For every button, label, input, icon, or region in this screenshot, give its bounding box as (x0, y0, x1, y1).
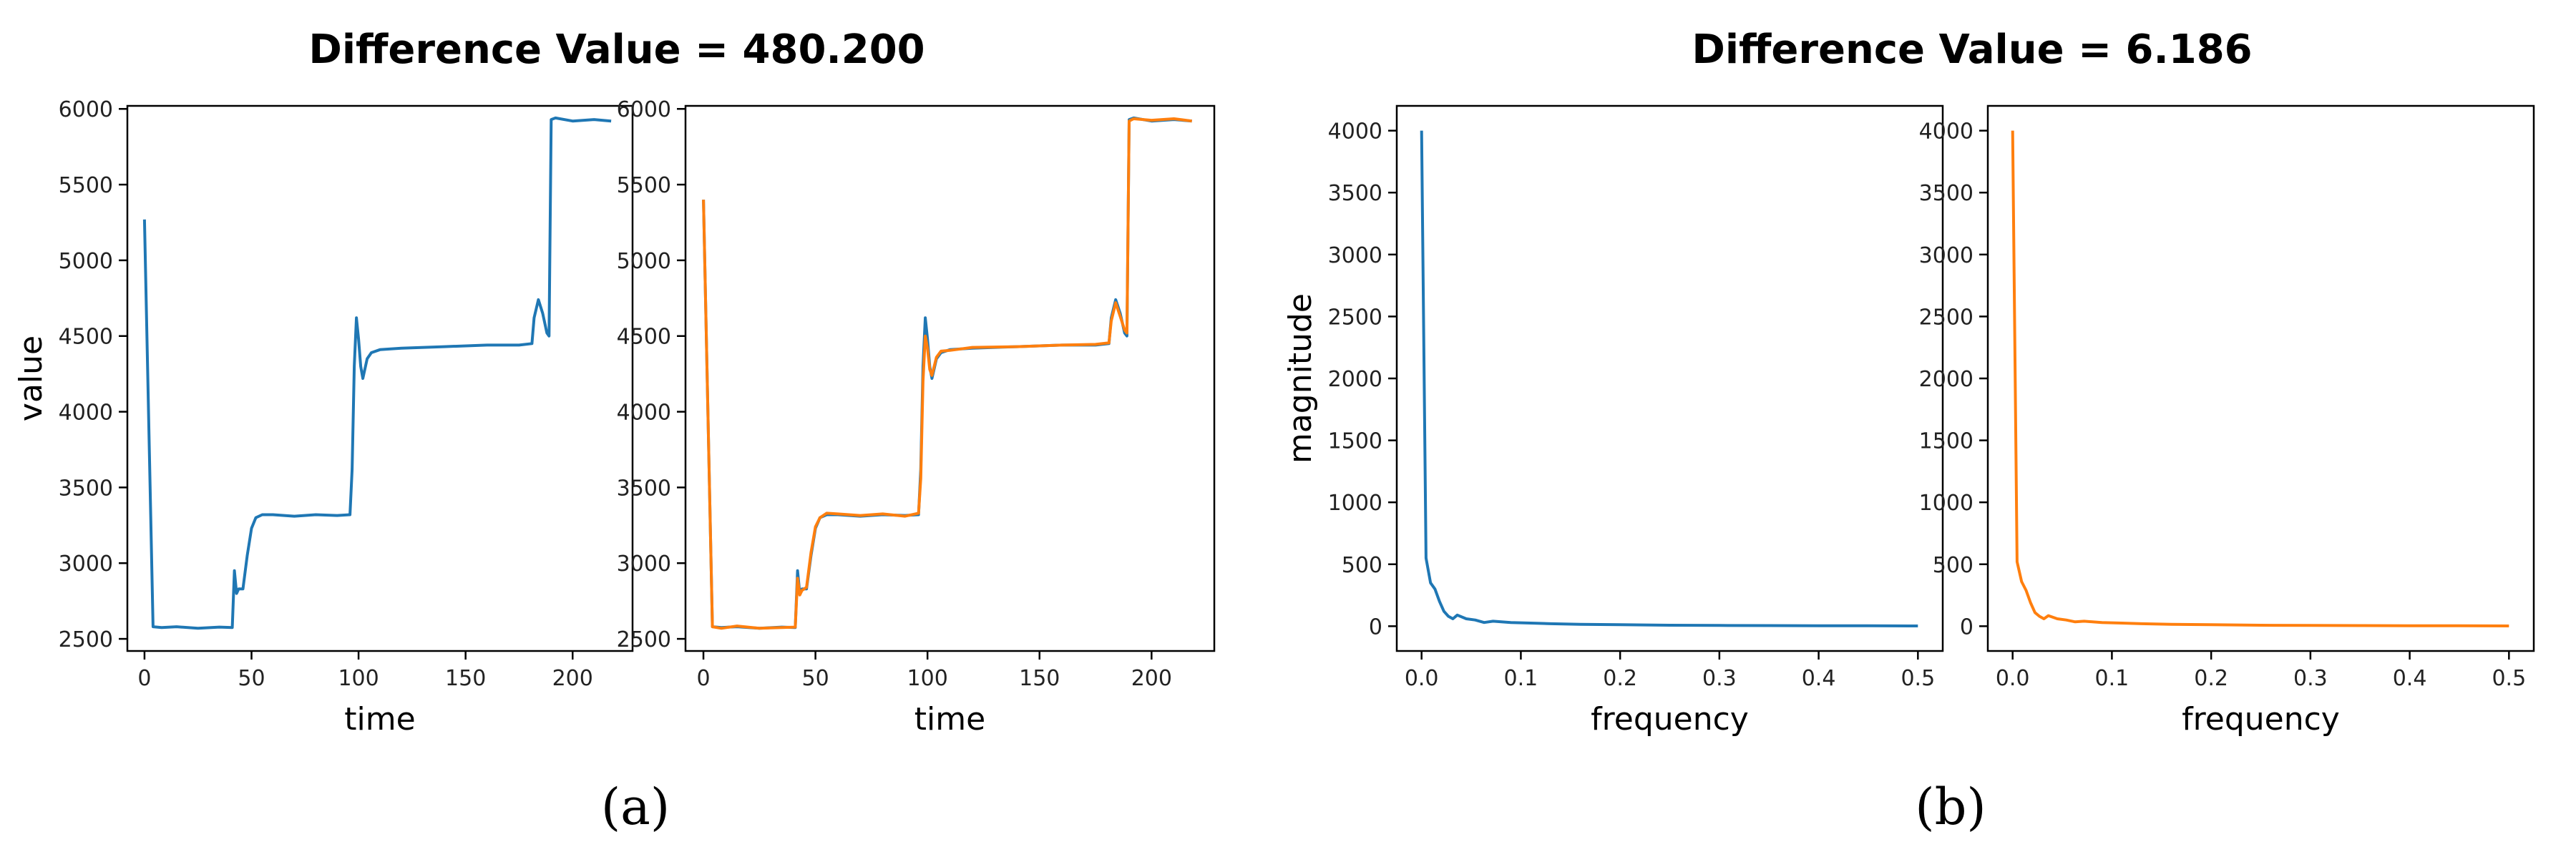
y-tick-label: 500 (1933, 553, 1974, 578)
chart-panel-b-right: 0.0 0.1 0.2 0.3 0.4 0.5 0 500 1000 1500 2000 2500 30… (1919, 104, 2535, 738)
x-tick-label: 0.4 (2393, 666, 2427, 691)
x-tick-label: 0.0 (1405, 666, 1439, 691)
y-tick-label: 5000 (617, 249, 671, 274)
x-tick-label: 150 (1019, 666, 1060, 691)
y-tick-label: 2500 (617, 627, 671, 652)
series-line-orange (2011, 130, 2509, 627)
y-tick-label: 3500 (617, 476, 671, 501)
x-tick-label: 0.5 (1901, 666, 1935, 691)
y-tick-label: 4000 (1328, 119, 1382, 145)
x-axis-label: time (914, 701, 985, 738)
plot-frame (1986, 104, 2535, 652)
plot-frame (126, 104, 634, 652)
series-line-blue (702, 116, 1192, 630)
y-tick-label: 4000 (617, 401, 671, 426)
x-tick-label: 0.4 (1802, 666, 1836, 691)
y-tick-label: 0 (1369, 614, 1382, 640)
chart-panel-a-right: 0 50 100 150 200 2500 3000 3500 4000 4500 5000 5500… (617, 97, 1216, 738)
x-tick-label: 200 (1131, 666, 1172, 691)
plot-frame (1395, 104, 1944, 652)
y-tick-label: 2000 (1328, 367, 1382, 392)
x-tick-label: 0.2 (1603, 666, 1637, 691)
y-tick-label: 1500 (1328, 429, 1382, 454)
y-tick-label: 2000 (1919, 367, 1974, 392)
x-axis-label: time (344, 701, 415, 738)
x-axis-label: frequency (1591, 701, 1749, 738)
plot-frame (684, 104, 1216, 652)
y-tick-label: 1000 (1328, 491, 1382, 516)
x-tick-label: 0.0 (1996, 666, 2030, 691)
x-tick-label: 50 (802, 666, 829, 691)
y-tick-label: 500 (1342, 553, 1382, 578)
y-tick-label: 3000 (1919, 243, 1974, 268)
x-tick-label: 0 (137, 666, 151, 691)
y-tick-label: 2500 (1328, 305, 1382, 330)
group-a-caption: (a) (601, 778, 670, 836)
y-tick-label: 4000 (59, 401, 113, 426)
y-tick-label: 3000 (617, 552, 671, 577)
group-b-title: Difference Value = 6.186 (1692, 26, 2252, 73)
y-tick-label: 6000 (617, 97, 671, 122)
chart-panel-a-left: 0 50 100 150 200 2500 3000 3500 4000 4500 5000 5500… (13, 97, 634, 738)
x-tick-label: 0.3 (1702, 666, 1737, 691)
y-tick-label: 4500 (617, 325, 671, 350)
x-tick-label: 0.2 (2194, 666, 2228, 691)
y-tick-label: 3500 (1328, 181, 1382, 206)
y-tick-label: 0 (1960, 614, 1974, 640)
x-tick-label: 0.5 (2492, 666, 2526, 691)
y-tick-label: 5500 (59, 173, 113, 198)
y-axis-label: value (13, 336, 49, 421)
x-tick-label: 100 (338, 666, 379, 691)
group-b-caption: (b) (1915, 778, 1986, 836)
y-tick-label: 3000 (59, 552, 113, 577)
series-line-orange (702, 117, 1192, 630)
y-tick-label: 3500 (59, 476, 113, 501)
y-tick-label: 1000 (1919, 491, 1974, 516)
series-line-blue (1420, 130, 1918, 627)
x-tick-label: 50 (238, 666, 265, 691)
x-tick-label: 0.1 (1504, 666, 1538, 691)
chart-panel-b-left: 0.0 0.1 0.2 0.3 0.4 0.5 0 500 1000 1500 2000 2500 30… (1282, 104, 1944, 738)
y-axis-label: magnitude (1282, 293, 1319, 464)
group-a-title: Difference Value = 480.200 (308, 26, 924, 73)
y-tick-label: 5000 (59, 249, 113, 274)
x-tick-label: 0.3 (2293, 666, 2328, 691)
x-tick-label: 100 (907, 666, 948, 691)
y-tick-label: 1500 (1919, 429, 1974, 454)
y-tick-label: 4500 (59, 325, 113, 350)
y-tick-label: 5500 (617, 173, 671, 198)
x-tick-label: 150 (445, 666, 486, 691)
y-tick-label: 6000 (59, 97, 113, 122)
y-tick-label: 2500 (1919, 305, 1974, 330)
y-tick-label: 4000 (1919, 119, 1974, 145)
y-tick-label: 3000 (1328, 243, 1382, 268)
y-tick-label: 3500 (1919, 181, 1974, 206)
x-tick-label: 200 (552, 666, 593, 691)
x-tick-label: 0.1 (2095, 666, 2129, 691)
x-axis-label: frequency (2182, 701, 2340, 738)
y-tick-label: 2500 (59, 627, 113, 652)
series-line-blue (142, 116, 612, 630)
x-tick-label: 0 (697, 666, 711, 691)
